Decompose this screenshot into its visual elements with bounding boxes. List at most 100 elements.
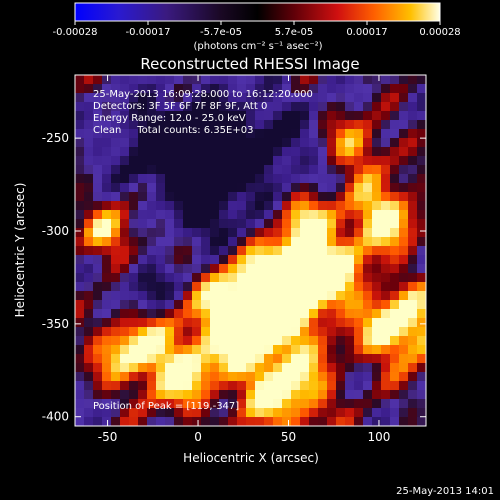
image-pixel xyxy=(381,354,391,364)
image-pixel xyxy=(120,408,130,418)
image-pixel xyxy=(111,273,121,283)
image-pixel xyxy=(255,147,265,157)
image-pixel xyxy=(264,354,274,364)
image-pixel xyxy=(183,273,193,283)
image-pixel xyxy=(183,309,193,319)
image-pixel xyxy=(165,372,175,382)
image-pixel xyxy=(183,408,193,418)
image-pixel xyxy=(345,111,355,121)
image-pixel xyxy=(255,183,265,193)
image-pixel xyxy=(183,336,193,346)
image-pixel xyxy=(291,174,301,184)
image-pixel xyxy=(165,219,175,229)
image-pixel xyxy=(174,192,184,202)
image-pixel xyxy=(327,363,337,373)
image-pixel xyxy=(192,165,202,175)
image-pixel xyxy=(93,300,103,310)
y-tick-label: -400 xyxy=(42,410,69,424)
image-pixel xyxy=(147,372,157,382)
image-pixel xyxy=(417,129,426,139)
image-pixel xyxy=(336,102,346,112)
info-block: 25-May-2013 16:09:28.000 to 16:12:20.000… xyxy=(93,89,313,136)
image-pixel xyxy=(363,408,373,418)
image-pixel xyxy=(345,129,355,139)
image-pixel xyxy=(417,174,426,184)
image-pixel xyxy=(120,210,130,220)
image-pixel xyxy=(111,381,121,391)
image-pixel xyxy=(372,210,382,220)
image-pixel xyxy=(120,390,130,400)
image-pixel xyxy=(300,210,310,220)
image-pixel xyxy=(300,390,310,400)
image-pixel xyxy=(300,174,310,184)
image-pixel xyxy=(174,219,184,229)
image-pixel xyxy=(363,354,373,364)
image-pixel xyxy=(363,138,373,148)
image-pixel xyxy=(174,156,184,166)
image-pixel xyxy=(345,138,355,148)
image-pixel xyxy=(210,264,220,274)
image-pixel xyxy=(111,102,121,112)
image-pixel xyxy=(363,363,373,373)
image-pixel xyxy=(363,120,373,130)
image-pixel xyxy=(390,201,400,211)
image-pixel xyxy=(138,129,148,139)
image-pixel xyxy=(102,381,112,391)
image-pixel xyxy=(309,291,319,301)
colorbar-units: (photons cm⁻² s⁻¹ asec⁻²) xyxy=(193,41,322,52)
x-tick-label: 50 xyxy=(281,430,296,444)
image-pixel xyxy=(129,381,139,391)
image-pixel xyxy=(282,408,292,418)
image-pixel xyxy=(228,291,238,301)
image-pixel xyxy=(372,84,382,94)
image-pixel xyxy=(228,138,238,148)
image-pixel xyxy=(147,246,157,256)
colorbar-tick-label: -0.00017 xyxy=(126,27,171,38)
image-pixel xyxy=(210,417,220,426)
image-pixel xyxy=(165,417,175,426)
image-pixel xyxy=(93,390,103,400)
image-pixel xyxy=(246,102,256,112)
image-pixel xyxy=(102,408,112,418)
image-pixel xyxy=(273,129,283,139)
image-pixel xyxy=(417,327,426,337)
image-pixel xyxy=(336,255,346,265)
image-pixel xyxy=(417,237,426,247)
image-pixel xyxy=(75,156,85,166)
image-pixel xyxy=(291,363,301,373)
image-pixel xyxy=(228,75,238,85)
image-pixel xyxy=(84,417,94,426)
image-pixel xyxy=(84,174,94,184)
image-pixel xyxy=(363,417,373,426)
x-tick-label: -50 xyxy=(98,430,118,444)
image-pixel xyxy=(264,129,274,139)
x-tick-label: 0 xyxy=(194,430,202,444)
image-pixel xyxy=(390,138,400,148)
image-pixel xyxy=(84,408,94,418)
image-pixel xyxy=(228,165,238,175)
image-pixel xyxy=(327,273,337,283)
image-pixel xyxy=(75,93,85,103)
image-pixel xyxy=(210,147,220,157)
image-pixel xyxy=(210,174,220,184)
image-pixel xyxy=(282,156,292,166)
image-pixel xyxy=(309,102,319,112)
image-pixel xyxy=(183,390,193,400)
image-pixel xyxy=(192,408,202,418)
image-pixel xyxy=(75,201,85,211)
image-pixel xyxy=(237,138,247,148)
image-pixel xyxy=(120,363,130,373)
image-pixel xyxy=(120,417,130,426)
image-pixel xyxy=(174,300,184,310)
image-pixel xyxy=(156,291,166,301)
image-pixel xyxy=(120,336,130,346)
axis-ticks: -50 0 50 100-250-300-350-400 xyxy=(42,75,426,444)
image-pixel xyxy=(228,93,238,103)
image-pixel xyxy=(381,273,391,283)
image-pixel xyxy=(264,345,274,355)
image-pixel xyxy=(156,309,166,319)
image-pixel xyxy=(291,408,301,418)
image-pixel xyxy=(165,318,175,328)
image-pixel xyxy=(183,327,193,337)
image-pixel xyxy=(372,363,382,373)
